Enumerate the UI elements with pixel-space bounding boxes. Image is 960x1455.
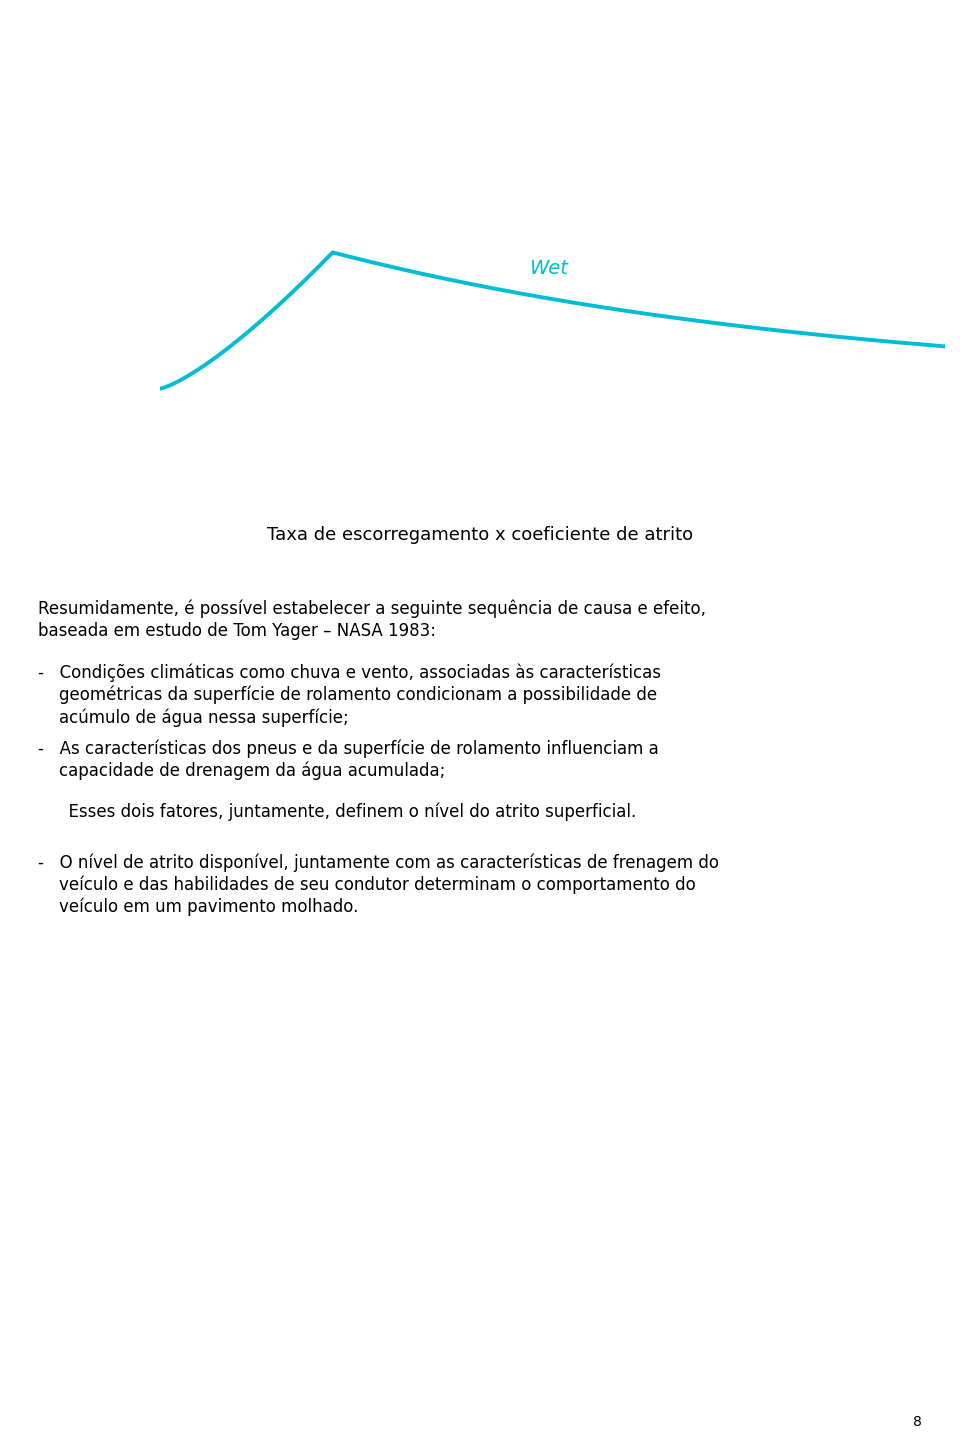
Text: 0: 0: [160, 431, 171, 445]
Text: -   Condições climáticas como chuva e vento, associadas às características: - Condições climáticas como chuva e vent…: [38, 663, 661, 682]
Text: capacidade de drenagem da água acumulada;: capacidade de drenagem da água acumulada…: [38, 762, 445, 780]
Text: Wheel braking
coefficient: Wheel braking coefficient: [25, 226, 150, 260]
Text: Resumidamente, é possível estabelecer a seguinte sequência de causa e efeito,: Resumidamente, é possível estabelecer a …: [38, 599, 707, 618]
Text: geométricas da superfície de rolamento condicionam a possibilidade de: geométricas da superfície de rolamento c…: [38, 685, 658, 704]
Text: Esses dois fatores, juntamente, definem o nível do atrito superficial.: Esses dois fatores, juntamente, definem …: [58, 802, 636, 821]
Text: 1.0: 1.0: [919, 431, 945, 445]
Text: Taxa de escorregamento x coeficiente de atrito: Taxa de escorregamento x coeficiente de …: [267, 527, 693, 544]
Text: baseada em estudo de Tom Yager – NASA 1983:: baseada em estudo de Tom Yager – NASA 19…: [38, 621, 437, 640]
Text: acúmulo de água nessa superfície;: acúmulo de água nessa superfície;: [38, 709, 349, 726]
Text: -   As características dos pneus e da superfície de rolamento influenciam a: - As características dos pneus e da supe…: [38, 741, 660, 758]
Text: veículo em um pavimento molhado.: veículo em um pavimento molhado.: [38, 898, 359, 917]
Text: Dry: Dry: [474, 129, 509, 148]
Text: Free Rolling: Free Rolling: [160, 466, 262, 480]
Text: -   O nível de atrito disponível, juntamente com as características de frenagem : - O nível de atrito disponível, juntamen…: [38, 854, 719, 873]
Text: Wet: Wet: [529, 259, 567, 278]
Text: veículo e das habilidades de seu condutor determinam o comportamento do: veículo e das habilidades de seu conduto…: [38, 876, 696, 895]
Text: Locked Wheel: Locked Wheel: [827, 466, 945, 480]
Text: 8: 8: [913, 1414, 922, 1429]
Text: Slip ratio: Slip ratio: [518, 436, 587, 453]
